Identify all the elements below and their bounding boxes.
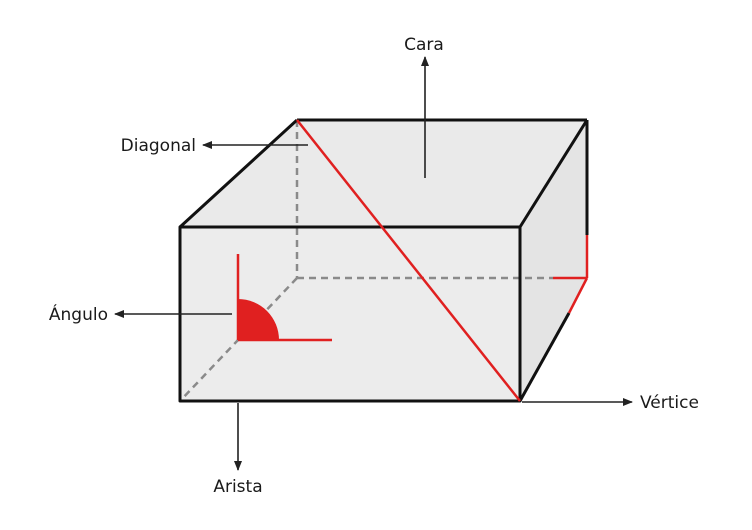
vertice-label: Vértice: [640, 393, 699, 413]
arista-label: Arista: [213, 477, 262, 497]
highlights: [236, 119, 589, 402]
right-face: [520, 120, 587, 401]
callout-arrows: [114, 56, 633, 471]
diagonal-line: [296, 119, 521, 402]
diagonal-label: Diagonal: [121, 136, 196, 156]
red-edge-right-bottom: [567, 277, 589, 314]
cara-label: Cara: [404, 35, 444, 55]
angle-marker: [238, 299, 279, 340]
edge-right-bottom: [518, 312, 571, 402]
angulo-label: Ángulo: [49, 303, 108, 325]
top-face: [180, 120, 587, 227]
front-face: [180, 227, 520, 401]
edge-top-right: [518, 119, 589, 228]
edge-top-left: [178, 118, 299, 229]
